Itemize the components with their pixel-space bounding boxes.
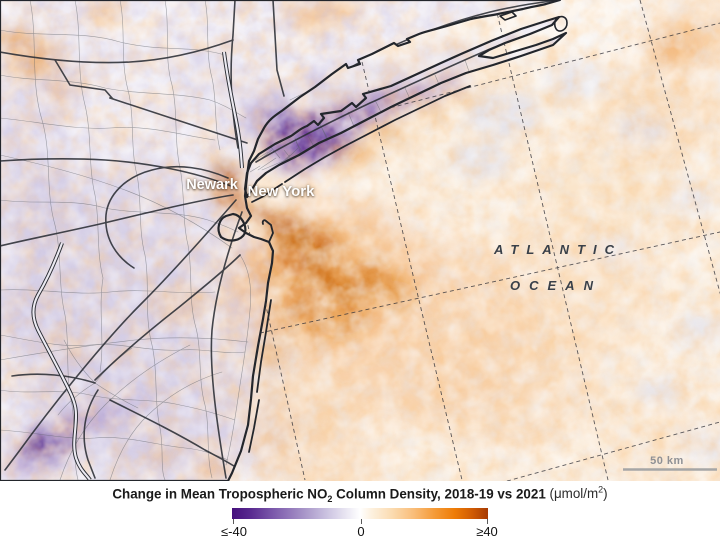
- scale-bar: 50 km: [623, 455, 717, 471]
- legend-title-main2: Column Density, 2018-19 vs 2021: [332, 486, 546, 502]
- legend: Change in Mean Tropospheric NO2 Column D…: [0, 481, 720, 545]
- legend-title-sub2: 2: [327, 494, 333, 505]
- legend-units-close: ): [603, 486, 608, 502]
- legend-title-main: Change in Mean Tropospheric NO: [112, 486, 328, 502]
- legend-tick-max: [487, 519, 488, 524]
- islands: [499, 11, 568, 32]
- legend-title: Change in Mean Tropospheric NO2 Column D…: [0, 485, 720, 504]
- legend-tick-label-min: ≤-40: [221, 524, 247, 539]
- city-label-new-york: New York: [248, 183, 316, 200]
- legend-tick-label-max: ≥40: [476, 524, 498, 539]
- coastline: [0, 0, 568, 483]
- ocean-label-line2: OCEAN: [510, 278, 602, 293]
- mottle-noise: [0, 0, 720, 481]
- scale-bar-label: 50 km: [650, 455, 684, 467]
- legend-tick-label-zero: 0: [357, 524, 365, 539]
- rivers: [31, 51, 244, 482]
- ocean-label-line1: ATLANTIC: [493, 242, 622, 257]
- legend-units-sup: 2: [598, 485, 604, 495]
- road-network: [0, 0, 559, 481]
- city-label-newark: Newark: [186, 177, 239, 193]
- legend-tick-zero: [360, 519, 362, 524]
- legend-tick-min: [233, 519, 234, 524]
- legend-units: (μmol/m: [545, 486, 599, 502]
- legend-colorbar: [232, 508, 488, 519]
- graticule-lines: [239, 0, 720, 484]
- barrier-islands: [248, 85, 471, 453]
